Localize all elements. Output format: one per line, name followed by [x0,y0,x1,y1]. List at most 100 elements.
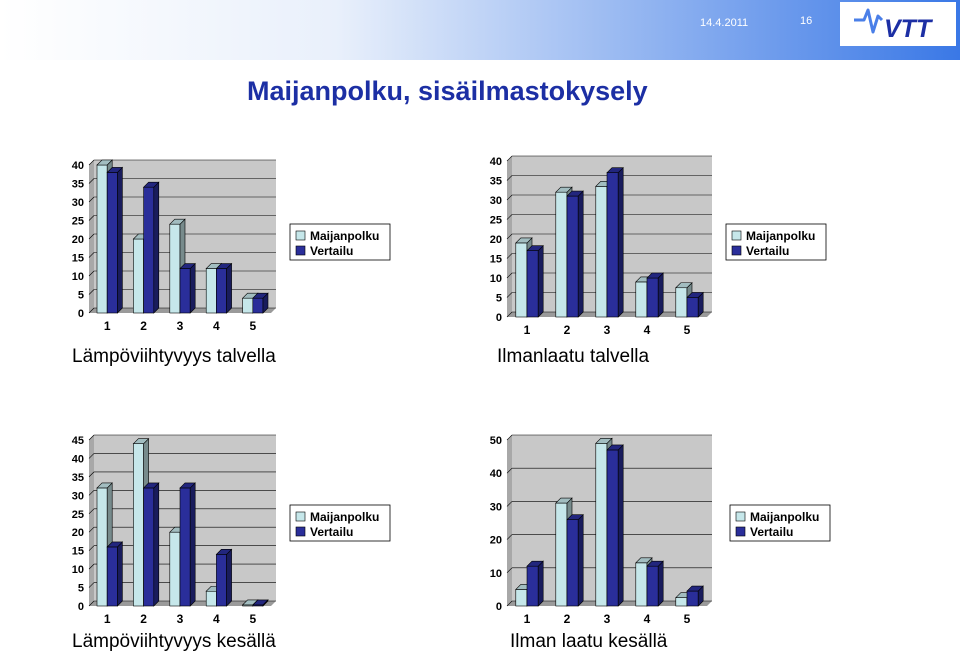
bar-side [117,166,123,314]
bar-top [106,541,124,548]
y-tick-label: 40 [490,468,502,480]
x-tick-label: 2 [140,319,147,332]
gridline-side [88,471,95,478]
y-tick-label: 40 [72,453,84,465]
bar-vertailu-5 [686,585,704,607]
legend-label: Maijanpolku [310,510,379,524]
y-tick-label: 15 [490,254,502,266]
bar-vertailu-3 [606,166,624,318]
bar-top [215,549,233,555]
gridline-side [88,434,95,441]
gridline-side [88,270,95,277]
bar-vertailu-2 [566,513,584,607]
bar-vertailu-1 [106,541,124,607]
y-tick-label: 15 [72,546,84,558]
bar-top [142,181,160,188]
y-tick-label: 30 [490,501,502,513]
bar-vertailu-1 [526,560,544,607]
gridline-side [506,501,513,507]
x-tick-label: 1 [104,319,111,332]
x-tick-label: 1 [524,612,531,625]
bar-front [686,297,699,318]
gridline-side [88,307,95,314]
bar-front [133,443,144,607]
chart-caption-0: Lämpöviihtyvyys talvella [72,346,276,367]
legend-swatch [295,245,306,256]
bar-vertailu-3 [179,262,196,314]
bar-front [595,186,608,318]
legend-box [289,504,391,542]
gridline-side [506,175,513,181]
y-tick-label: 5 [78,583,84,595]
y-tick-label: 25 [72,509,84,521]
y-tick-label: 40 [490,156,502,168]
y-tick-label: 25 [490,215,502,227]
legend-swatch [735,526,746,537]
bar-side [537,244,544,318]
bar-front [646,565,659,607]
x-tick-label: 1 [524,323,531,337]
y-tick-label: 10 [490,568,502,580]
bar-top [132,438,150,444]
legend-swatch [731,245,742,256]
bar-side [226,262,232,314]
bar-front [515,242,528,318]
bar-top [606,444,624,451]
y-tick-label: 0 [78,601,84,613]
bar-front [555,502,568,607]
plot-side-wall [507,435,512,606]
bar-vertailu-2 [142,181,160,314]
gridline-side [88,527,95,533]
bar-top [686,292,704,298]
page-number: 16 [800,15,813,27]
bar-top [215,263,233,269]
vtt-logo-text: VTT [884,15,934,43]
bar-top [675,282,693,289]
bar-side [617,166,624,318]
legend-swatch [295,230,306,241]
y-tick-label: 30 [490,195,502,207]
bar-top [526,560,544,567]
bar-side [657,272,664,318]
bar-top [686,585,704,592]
legend-swatch [295,526,306,537]
bar-front [216,554,227,607]
bar-vertailu-4 [215,262,233,314]
bar-front [133,238,144,314]
bar-top [566,190,584,197]
legend-label: Maijanpolku [310,229,379,243]
bar-top [142,482,160,489]
bar-front [635,562,648,607]
gridline-side [88,252,95,258]
legend-box [289,223,391,261]
bar-top [566,514,584,520]
x-tick-label: 4 [213,319,220,332]
bar-vertailu-1 [526,244,544,318]
y-tick-label: 5 [496,293,502,305]
gridline-side [88,600,95,607]
y-tick-label: 0 [496,312,502,324]
bar-top [646,272,664,279]
x-tick-label: 3 [604,323,611,337]
gridline-side [88,178,95,184]
x-tick-label: 4 [213,612,220,625]
gridline-side [506,155,513,162]
bar-side [153,181,160,314]
bar-front [526,565,539,607]
header-date: 14.4.2011 [700,17,749,29]
y-tick-label: 20 [72,527,84,539]
legend-label: Maijanpolku [746,229,815,243]
bar-top [606,167,624,174]
legend-label: Maijanpolku [750,510,819,524]
bar-front [595,443,608,607]
bar-vertailu-4 [215,548,233,607]
y-tick-label: 30 [72,197,84,209]
y-tick-label: 10 [490,273,502,285]
gridline-side [88,582,95,588]
bar-vertailu-1 [106,166,124,314]
x-tick-label: 3 [604,612,611,625]
bar-side [189,262,196,314]
gridline-side [506,600,513,607]
